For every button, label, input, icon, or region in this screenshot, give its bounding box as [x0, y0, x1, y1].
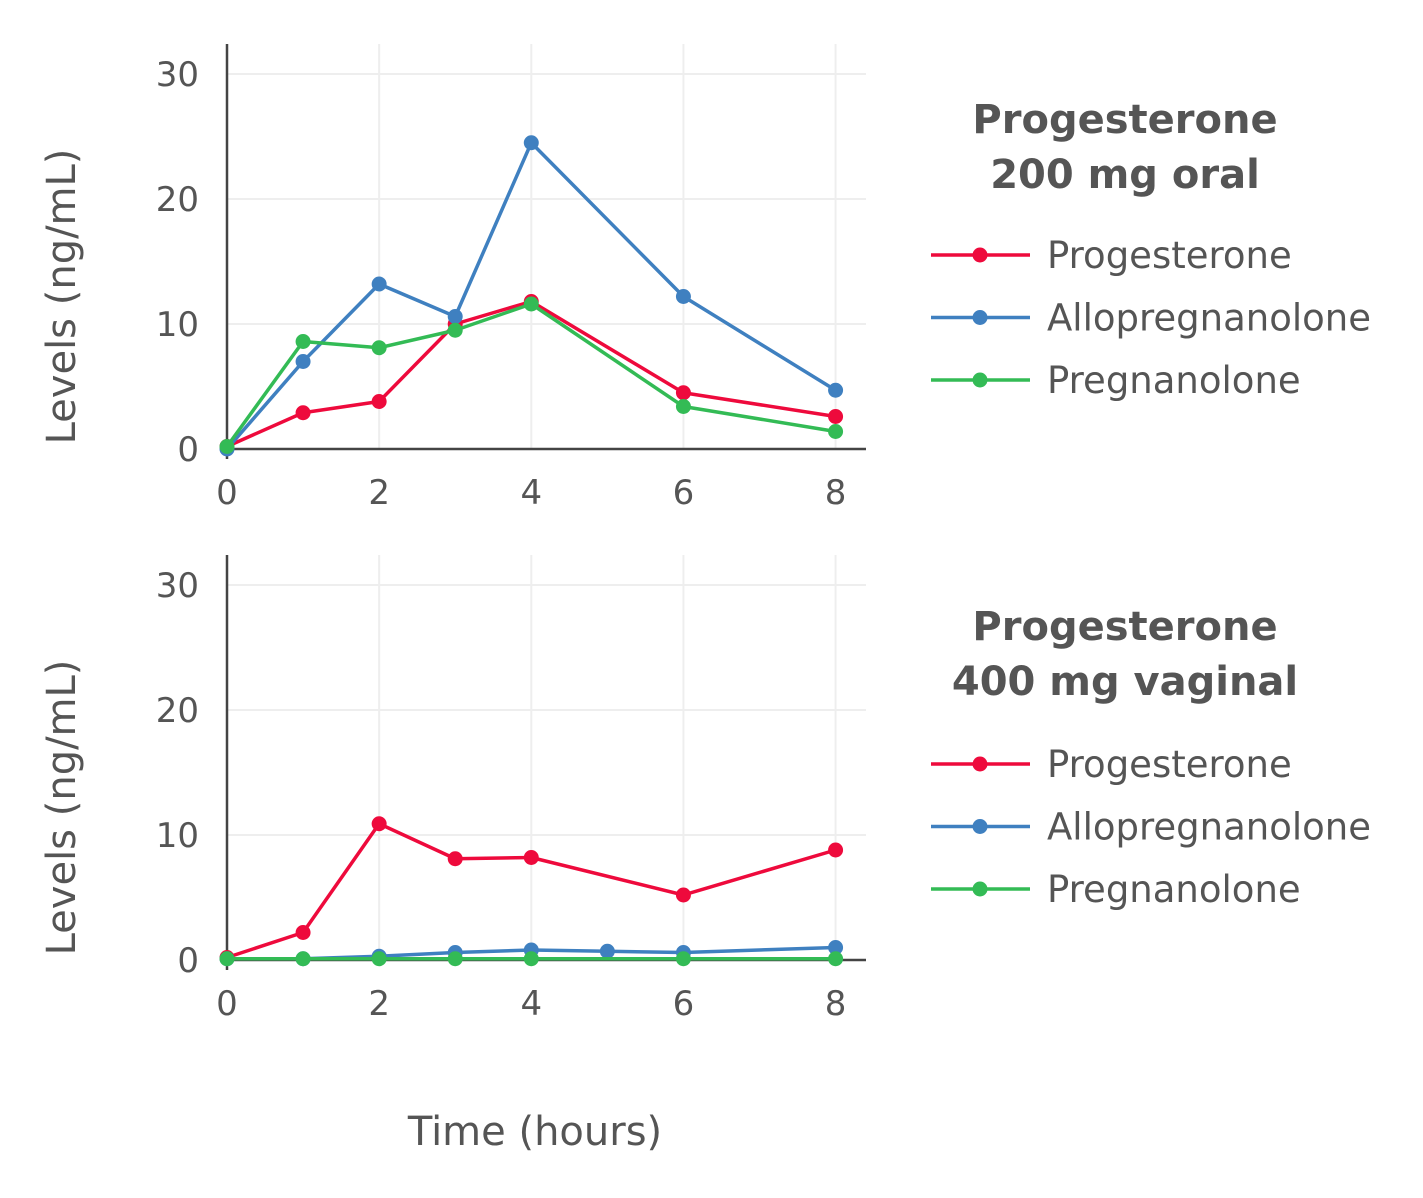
data-point [295, 334, 311, 349]
x-tick-label: 2 [368, 984, 390, 1024]
data-point [828, 842, 844, 858]
y-tick-label: 0 [177, 941, 199, 981]
legend-item[interactable]: Allopregnanolone [931, 806, 1371, 849]
data-point [295, 405, 311, 421]
subplot-2: 0 2 4 6 8 0 10 20 30 Levels (ng/mL) Progesterone 40… [39, 555, 1371, 1024]
data-point [599, 943, 615, 959]
data-point [675, 887, 691, 903]
legend-label: Progesterone [1047, 743, 1292, 786]
data-point [447, 851, 463, 867]
data-point [828, 424, 844, 439]
x-tick-label: 0 [216, 473, 238, 513]
legend-item[interactable]: Pregnanolone [931, 359, 1301, 402]
data-point [523, 135, 539, 151]
data-point [371, 276, 387, 292]
data-point [371, 816, 387, 832]
x-tick-label: 6 [673, 473, 695, 513]
data-point [295, 925, 311, 940]
x-axis-label: Time (hours) [407, 1109, 662, 1155]
legend-marker [972, 372, 988, 388]
legend-item[interactable]: Allopregnanolone [931, 297, 1371, 340]
y-tick-label: 20 [156, 180, 199, 220]
legend: Progesterone 400 mg vaginal Progesterone Al… [931, 604, 1371, 911]
y-tick-label: 10 [156, 816, 199, 856]
y-tick-label: 30 [156, 566, 199, 606]
x-tick-label: 4 [520, 984, 542, 1024]
x-tick-label: 0 [216, 984, 238, 1024]
data-point [447, 322, 463, 338]
x-tick-label: 2 [368, 473, 390, 513]
y-tick-label: 0 [177, 430, 199, 470]
legend: Progesterone 200 mg oral Progesterone Allop… [931, 97, 1371, 402]
data-point [523, 951, 539, 967]
data-point [828, 382, 844, 398]
legend-marker [972, 310, 988, 325]
legend-item[interactable]: Pregnanolone [931, 868, 1301, 911]
data-point [371, 394, 387, 409]
legend-title: Progesterone [972, 604, 1277, 650]
data-point [675, 385, 691, 401]
data-point [675, 289, 691, 304]
data-point [295, 354, 311, 369]
x-tick-label: 8 [825, 473, 847, 513]
data-point [219, 951, 235, 967]
data-point [675, 951, 691, 967]
series-pregnanolone [219, 296, 844, 454]
series-pregnanolone [219, 951, 844, 967]
data-point [828, 940, 844, 955]
x-tick-label: 4 [520, 473, 542, 513]
legend-marker [972, 819, 988, 834]
legend-marker [972, 756, 988, 772]
legend-title: 400 mg vaginal [952, 659, 1298, 705]
legend-marker [972, 881, 988, 897]
x-tick-label: 6 [673, 984, 695, 1024]
y-tick-label: 20 [156, 691, 199, 731]
data-point [675, 399, 691, 414]
legend-item[interactable]: Progesterone [931, 743, 1292, 786]
data-point [371, 951, 387, 967]
y-axis-label: Levels (ng/mL) [39, 149, 85, 445]
data-point [447, 951, 463, 967]
legend-title: Progesterone [972, 97, 1277, 143]
legend-label: Pregnanolone [1047, 868, 1301, 911]
legend-item[interactable]: Progesterone [931, 234, 1292, 277]
legend-title: 200 mg oral [990, 152, 1260, 198]
data-point [523, 296, 539, 312]
data-point [447, 309, 463, 324]
legend-label: Pregnanolone [1047, 359, 1301, 402]
y-tick-label: 10 [156, 305, 199, 345]
subplot-1: 0 2 4 6 8 0 10 20 30 Levels (ng/mL) Progesterone 20… [39, 44, 1371, 513]
data-point [828, 951, 844, 967]
data-point [828, 409, 844, 424]
data-point [295, 951, 311, 967]
y-axis-label: Levels (ng/mL) [39, 660, 85, 956]
legend-label: Allopregnanolone [1047, 297, 1371, 340]
x-tick-label: 8 [825, 984, 847, 1024]
y-tick-label: 30 [156, 55, 199, 95]
data-point [219, 439, 235, 454]
legend-marker [972, 247, 988, 263]
data-point [371, 340, 387, 356]
legend-label: Progesterone [1047, 234, 1292, 277]
legend-label: Allopregnanolone [1047, 806, 1371, 849]
data-point [523, 850, 539, 865]
